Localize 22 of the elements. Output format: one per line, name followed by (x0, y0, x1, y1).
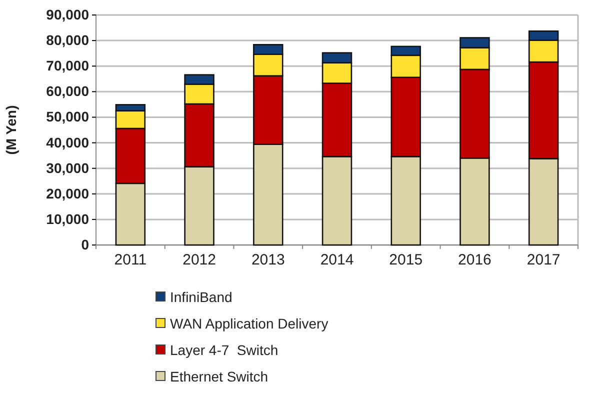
y-tick-label: 30,000 (46, 160, 90, 176)
x-tick-label: 2017 (526, 252, 560, 269)
y-tick-label: 10,000 (46, 210, 90, 227)
legend-label: WAN Application Delivery (170, 316, 328, 332)
y-tick-label: 50,000 (46, 108, 90, 125)
legend-label: Ethernet Switch (170, 368, 268, 384)
y-tick-label: 20,000 (46, 185, 90, 202)
y-tick-label: 60,000 (46, 83, 90, 100)
x-tick-label: 2016 (458, 252, 492, 269)
y-tick-label: 90,000 (46, 6, 90, 22)
x-tick-label: 2014 (320, 252, 354, 269)
x-tick-label: 2012 (182, 252, 216, 269)
y-tick-label: 70,000 (46, 58, 90, 74)
x-tick-label: 2011 (114, 252, 147, 269)
y-tick-label: 40,000 (46, 134, 90, 150)
y-tick-label: 0 (81, 236, 90, 252)
legend-label: InfiniBand (170, 289, 232, 305)
x-tick-label: 2013 (251, 252, 285, 269)
y-axis-title: (M Yen) (3, 105, 19, 155)
x-tick-label: 2015 (389, 252, 423, 269)
legend-label: Layer 4-7 Switch (170, 342, 278, 358)
y-tick-label: 80,000 (46, 32, 90, 48)
